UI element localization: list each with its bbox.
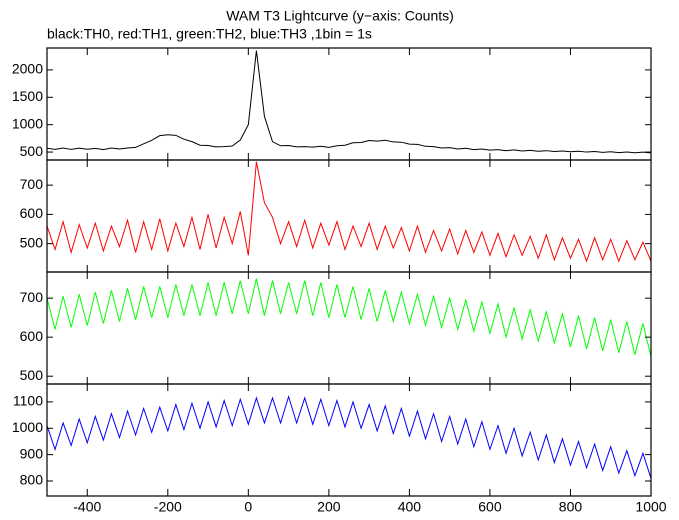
y-tick-label: 1100: [13, 393, 43, 409]
chart-title: WAM T3 Lightcurve (y−axis: Counts): [226, 8, 454, 24]
x-tick-label: 800: [559, 499, 583, 515]
y-tick-label: 500: [20, 234, 44, 250]
x-tick-label: 200: [317, 499, 341, 515]
y-tick-label: 800: [20, 472, 44, 488]
y-tick-label: 1000: [12, 115, 43, 131]
light-curve: [47, 161, 651, 263]
panel-frame: [46, 47, 652, 161]
x-tick-label: -200: [154, 499, 182, 515]
panel-frame: [46, 159, 652, 273]
y-tick-label: 500: [20, 367, 44, 383]
x-tick-label: 400: [398, 499, 422, 515]
light-curve: [47, 394, 651, 479]
x-tick-label: 0: [244, 499, 252, 515]
panel-frame: [46, 271, 652, 385]
y-tick-label: 1000: [12, 419, 43, 435]
x-tick-label: 1000: [635, 499, 666, 515]
light-curve: [47, 50, 651, 154]
x-tick-label: 600: [478, 499, 502, 515]
y-tick-label: 700: [20, 176, 44, 192]
y-tick-label: 700: [20, 289, 44, 305]
light-curve: [47, 278, 651, 357]
y-tick-label: 900: [20, 445, 44, 461]
x-tick-label: -400: [73, 499, 101, 515]
y-tick-label: 600: [20, 205, 44, 221]
chart-subtitle: black:TH0, red:TH1, green:TH2, blue:TH3 …: [47, 26, 372, 42]
y-tick-label: 500: [20, 143, 44, 159]
y-tick-label: 1500: [12, 88, 43, 104]
y-tick-label: 2000: [12, 61, 43, 77]
y-tick-label: 600: [20, 328, 44, 344]
panel-frame: [46, 383, 652, 497]
